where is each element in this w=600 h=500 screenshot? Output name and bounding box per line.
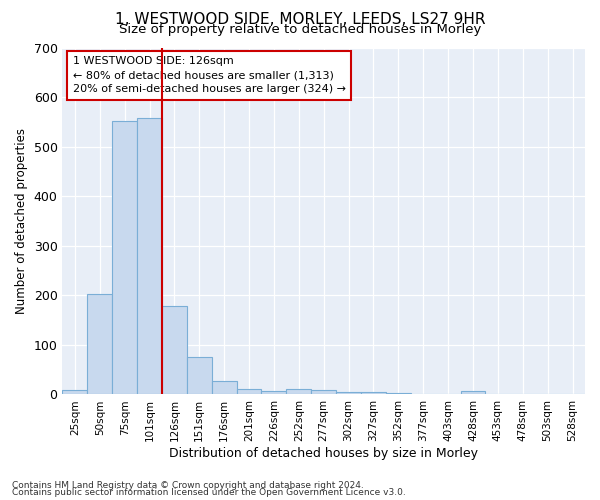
Bar: [336, 392, 361, 394]
Bar: [461, 391, 485, 394]
Bar: [112, 122, 137, 394]
Bar: [286, 389, 311, 394]
Bar: [262, 392, 286, 394]
Bar: [137, 118, 162, 394]
Bar: [361, 392, 386, 394]
Bar: [212, 380, 236, 394]
Bar: [236, 389, 262, 394]
Bar: [88, 294, 112, 394]
Text: 1 WESTWOOD SIDE: 126sqm
← 80% of detached houses are smaller (1,313)
20% of semi: 1 WESTWOOD SIDE: 126sqm ← 80% of detache…: [73, 56, 346, 94]
Text: Contains HM Land Registry data © Crown copyright and database right 2024.: Contains HM Land Registry data © Crown c…: [12, 480, 364, 490]
Bar: [62, 390, 88, 394]
Bar: [162, 306, 187, 394]
X-axis label: Distribution of detached houses by size in Morley: Distribution of detached houses by size …: [169, 447, 478, 460]
Text: 1, WESTWOOD SIDE, MORLEY, LEEDS, LS27 9HR: 1, WESTWOOD SIDE, MORLEY, LEEDS, LS27 9H…: [115, 12, 485, 28]
Text: Size of property relative to detached houses in Morley: Size of property relative to detached ho…: [119, 22, 481, 36]
Text: Contains public sector information licensed under the Open Government Licence v3: Contains public sector information licen…: [12, 488, 406, 497]
Y-axis label: Number of detached properties: Number of detached properties: [15, 128, 28, 314]
Bar: [311, 390, 336, 394]
Bar: [187, 357, 212, 395]
